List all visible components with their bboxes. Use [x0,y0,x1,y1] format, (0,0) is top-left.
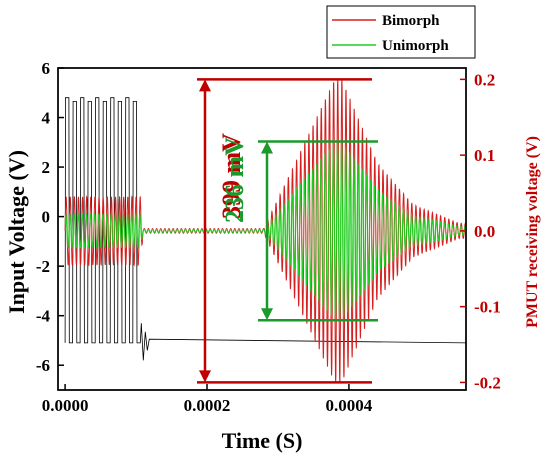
y-right-tick-label: -0.1 [474,298,501,317]
plot-frame-border [57,67,467,391]
y-right-tick-label: 0.1 [474,146,495,165]
series-line-unimorph [64,141,467,321]
x-tick-label: 0.0004 [326,396,373,415]
series-layer [64,79,467,383]
y-left-tick-label: 4 [42,109,51,128]
bimorph-arrow-head-down [199,370,211,383]
y-left-tick-label: -6 [36,356,50,375]
bimorph-annotation-label: 399 mV [217,133,246,219]
series-line-input [64,97,467,361]
y-left-tick-label: 0 [42,208,51,227]
y-left-tick-label: -2 [36,257,50,276]
x-axis: 0.0000 0.0002 0.0004 [42,384,373,415]
unimorph-annotation-label: 236 mV [220,137,249,223]
legend-label-bimorph: Bimorph [382,13,440,29]
unimorph-arrow-head-up [261,141,273,154]
y-right-tick-label: 0.0 [474,222,495,241]
y-left-tick-label: 2 [42,158,51,177]
y-axis-left-title: Input Voltage (V) [4,150,29,314]
unimorph-arrow-head-down [261,308,273,321]
legend: Bimorph Unimorph [326,5,476,59]
series-line-bimorph [64,79,467,383]
y-right-tick-label: 0.2 [474,70,495,89]
x-tick-label: 0.0002 [184,396,231,415]
y-left-tick-label: -4 [36,307,51,326]
legend-label-unimorph: Unimorph [382,38,449,54]
y-left-tick-label: 6 [42,59,51,78]
y-axis-right-title: PMUT receiving voltage (V) [524,136,541,328]
legend-box [326,5,476,59]
y-axis-right: 0.2 0.1 0.0 -0.1 -0.2 [460,70,501,392]
x-axis-title: Time (S) [222,428,303,453]
bimorph-arrow-head-up [199,79,211,92]
x-tick-label: 0.0000 [42,396,89,415]
y-right-tick-label: -0.2 [474,373,501,392]
y-axis-left: 6 4 2 0 -2 -4 -6 [36,59,64,375]
